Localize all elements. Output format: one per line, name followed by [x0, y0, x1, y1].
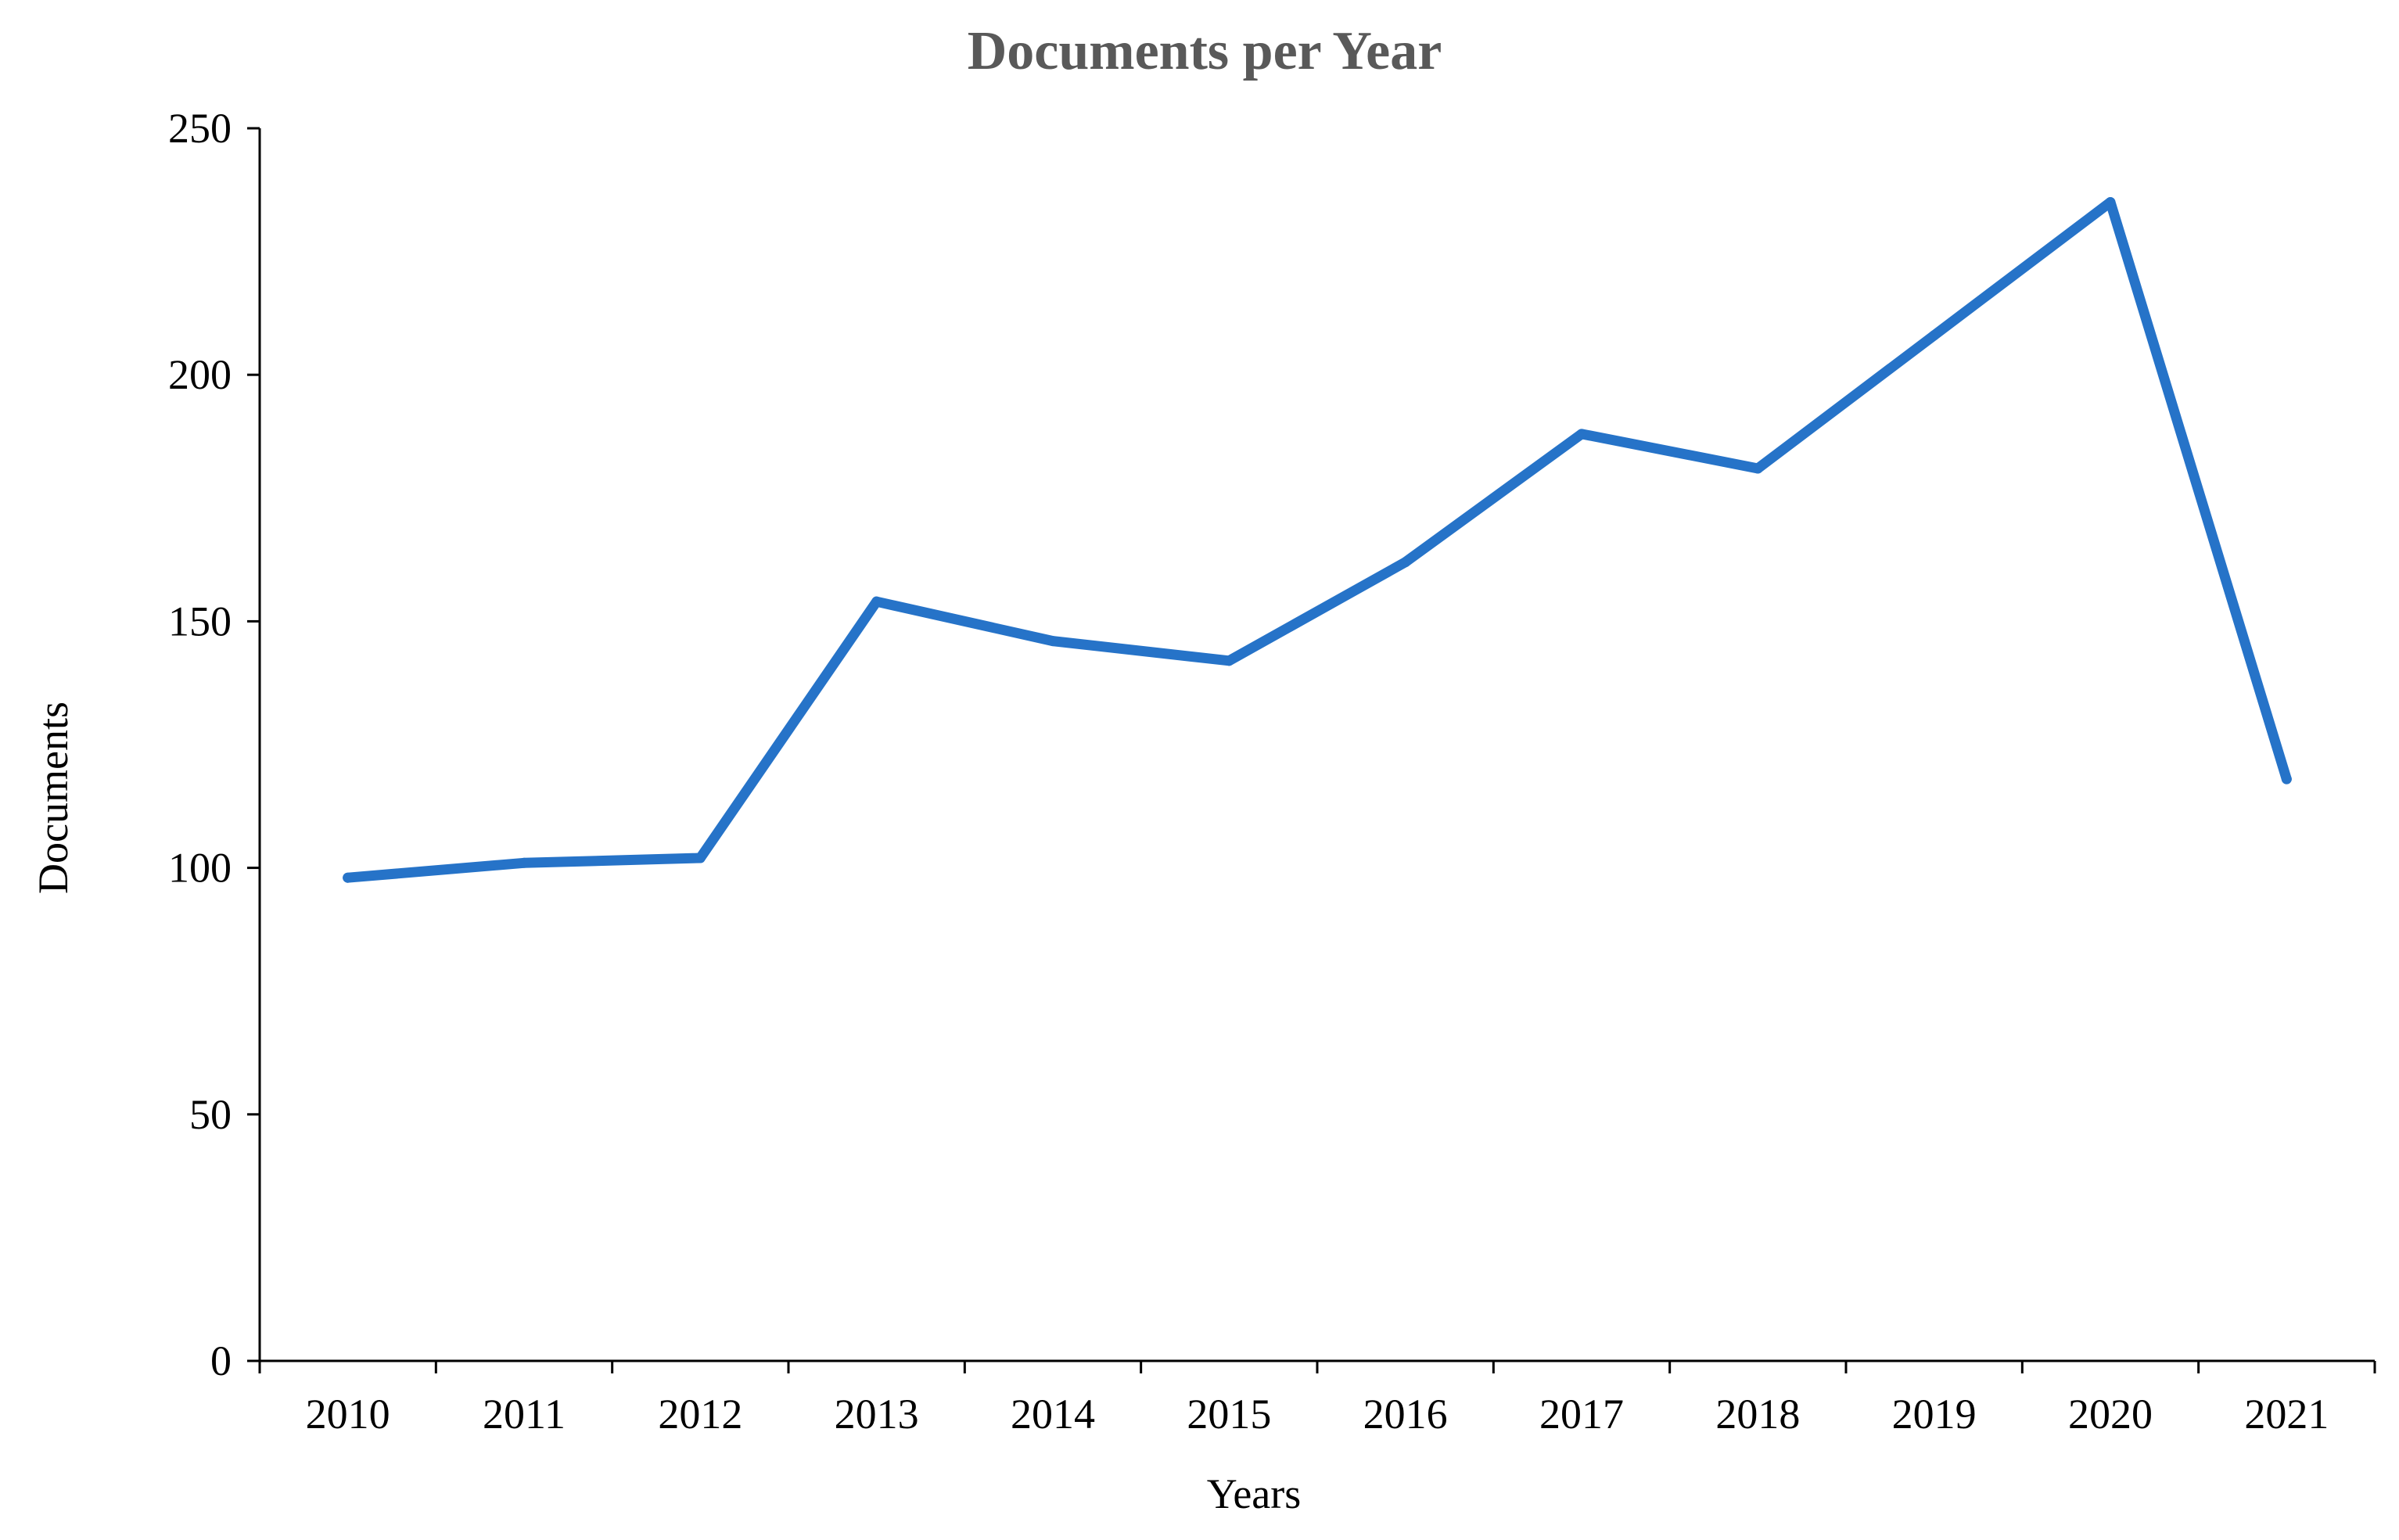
data-point	[2105, 197, 2116, 208]
y-axis-label: Documents	[30, 702, 77, 894]
x-tick-label: 2016	[1363, 1391, 1448, 1438]
data-point	[1047, 636, 1058, 647]
y-tick-label: 250	[168, 105, 232, 152]
y-tick-label: 200	[168, 351, 232, 398]
x-tick-label: 2021	[2244, 1391, 2329, 1438]
x-tick-label: 2014	[1011, 1391, 1095, 1438]
data-point	[343, 872, 354, 883]
x-tick-label: 2018	[1715, 1391, 1800, 1438]
data-point	[2281, 774, 2292, 784]
data-point	[1576, 429, 1587, 440]
data-point	[1400, 557, 1411, 568]
x-tick-label: 2013	[835, 1391, 919, 1438]
x-tick-label: 2020	[2068, 1391, 2153, 1438]
y-tick-label: 150	[168, 598, 232, 644]
x-tick-label: 2011	[483, 1391, 566, 1438]
series-line	[343, 197, 2292, 883]
data-point	[871, 596, 882, 607]
data-point	[519, 857, 530, 868]
x-tick-label: 2010	[306, 1391, 390, 1438]
x-tick-label: 2019	[1892, 1391, 1977, 1438]
y-tick-label: 0	[210, 1337, 232, 1384]
y-tick-label: 50	[189, 1091, 232, 1138]
series-lines	[343, 197, 2292, 883]
chart-title: Documents per Year	[968, 21, 1442, 81]
x-tick-label: 2017	[1539, 1391, 1624, 1438]
y-tick-label: 100	[168, 845, 232, 892]
y-axis-ticks: 0 50 100 150 200 250	[168, 105, 260, 1384]
x-axis-label: Years	[1207, 1470, 1302, 1517]
data-point	[1223, 655, 1234, 666]
data-point	[1929, 330, 1940, 341]
x-axis-ticks: 2010 2011 2012 2013 2014 2015 2016 2017 2018 2019…	[258, 1361, 2376, 1438]
data-point	[1752, 463, 1763, 474]
x-tick-label: 2012	[658, 1391, 742, 1438]
axes	[258, 128, 2375, 1362]
x-tick-label: 2015	[1187, 1391, 1271, 1438]
data-point	[695, 853, 706, 863]
